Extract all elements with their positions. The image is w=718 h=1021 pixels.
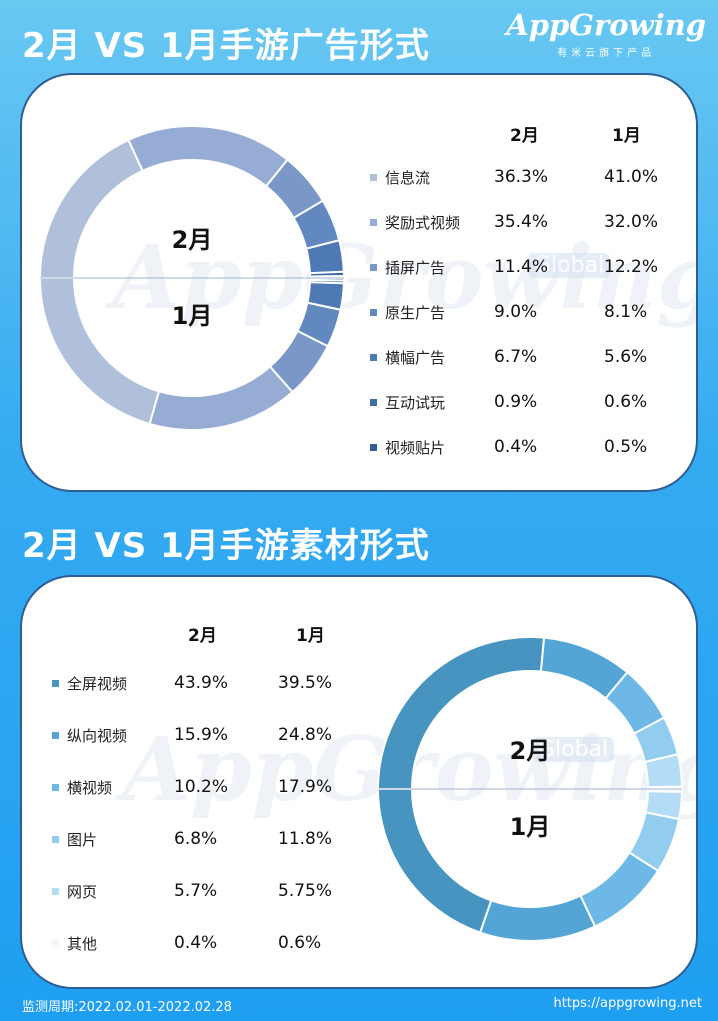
value-1月: 41.0% (604, 167, 659, 187)
table-row: 网页 (52, 877, 97, 905)
material-format-donut-chart: 2月 1月 (376, 636, 684, 942)
donut-slice-1月-2 (579, 851, 660, 928)
donut-slice-2月-1 (127, 125, 289, 188)
category-label: 视频贴片 (385, 438, 446, 457)
website-link[interactable]: https://appgrowing.net (553, 996, 702, 1011)
table-header-col-0: 2月 (510, 126, 539, 146)
table-header-col-1: 1月 (296, 626, 325, 646)
value-1月: 8.1% (604, 302, 648, 322)
table-row: 全屏视频 (52, 669, 127, 697)
category-label: 互动试玩 (385, 393, 446, 412)
donut-slice-1月-0 (38, 277, 161, 426)
category-label: 信息流 (385, 168, 431, 187)
donut-slice-2月-0 (376, 636, 546, 790)
value-1月: 0.6% (604, 392, 648, 412)
donut-slice-2月-0 (38, 138, 144, 279)
value-2月: 5.7% (174, 881, 218, 901)
monitoring-period: 监测周期:2022.02.01-2022.02.28 (22, 1000, 232, 1015)
value-2月: 43.9% (174, 673, 229, 693)
legend-swatch (52, 783, 59, 791)
table-row: 插屏广告 (370, 253, 445, 281)
category-label: 原生广告 (385, 303, 446, 322)
table-header-col-0: 2月 (188, 626, 217, 646)
table-row: 奖励式视频 (370, 208, 460, 236)
category-label: 纵向视频 (67, 726, 128, 745)
donut-slice-1月-3 (296, 301, 342, 348)
legend-swatch (52, 835, 59, 843)
value-2月: 6.8% (174, 829, 218, 849)
value-1月: 32.0% (604, 212, 659, 232)
donut-label-top: 2月 (510, 737, 551, 765)
value-1月: 12.2% (604, 257, 659, 277)
section-title-ad-format: 2月 VS 1月手游广告形式 (22, 26, 430, 66)
logo-tagline: 有米云旗下产品 (557, 48, 656, 59)
category-label: 横幅广告 (385, 348, 446, 367)
value-2月: 15.9% (174, 725, 229, 745)
value-1月: 17.9% (278, 777, 333, 797)
value-2月: 35.4% (494, 212, 549, 232)
appgrowing-logo: AppGrowing 有米云旗下产品 (506, 8, 706, 59)
category-label: 横视频 (67, 778, 113, 797)
donut-slice-1月-1 (478, 894, 597, 942)
donut-label-bottom: 1月 (172, 302, 213, 330)
value-1月: 5.75% (278, 881, 333, 901)
value-2月: 0.9% (494, 392, 538, 412)
donut-slice-1月-4 (306, 281, 345, 311)
table-row: 纵向视频 (52, 721, 127, 749)
value-2月: 0.4% (494, 437, 538, 457)
value-2月: 11.4% (494, 257, 549, 277)
table-header-col-1: 1月 (612, 126, 641, 146)
table-row: 横视频 (52, 773, 112, 801)
legend-swatch (52, 939, 59, 947)
category-label: 插屏广告 (385, 258, 446, 277)
logo-wordmark: AppGrowing (506, 8, 706, 42)
table-row: 信息流 (370, 163, 430, 191)
ad-format-panel: AppGrowing Global 2月 1月 2月 1月 信息流 36.3% 41.0%… (20, 73, 698, 492)
category-label: 其他 (67, 934, 98, 953)
table-row: 其他 (52, 929, 97, 957)
legend-swatch (370, 263, 377, 271)
donut-slice-1月-0 (376, 788, 493, 934)
value-2月: 6.7% (494, 347, 538, 367)
table-row: 视频贴片 (370, 433, 445, 461)
donut-label-top: 2月 (172, 226, 213, 254)
donut-slice-1月-2 (268, 329, 330, 394)
donut-slice-1月-1 (148, 365, 294, 431)
value-2月: 36.3% (494, 167, 549, 187)
ad-format-donut-chart: 2月 1月 (38, 125, 346, 431)
value-2月: 9.0% (494, 302, 538, 322)
legend-swatch (370, 443, 377, 451)
category-label: 图片 (67, 830, 98, 849)
value-1月: 24.8% (278, 725, 333, 745)
category-label: 网页 (67, 882, 98, 901)
legend-swatch (370, 173, 377, 181)
legend-swatch (370, 308, 377, 316)
table-row: 原生广告 (370, 298, 445, 326)
ad-format-table: 2月 1月信息流 36.3% 41.0% 奖励式视频 35.4% 32.0% 插屏广告 11.4… (370, 75, 690, 490)
donut-slice-1月-4 (644, 790, 683, 821)
legend-swatch (52, 887, 59, 895)
value-1月: 11.8% (278, 829, 333, 849)
value-1月: 39.5% (278, 673, 333, 693)
material-format-panel: AppGrowing Global 2月1月全屏视频43.9%39.5%纵向视频… (20, 575, 698, 989)
value-1月: 0.5% (604, 437, 648, 457)
donut-label-bottom: 1月 (510, 813, 551, 841)
value-2月: 0.4% (174, 933, 218, 953)
legend-swatch (370, 218, 377, 226)
value-1月: 0.6% (278, 933, 322, 953)
table-row: 横幅广告 (370, 343, 445, 371)
legend-swatch (52, 679, 59, 687)
value-1月: 5.6% (604, 347, 648, 367)
section-title-material-format: 2月 VS 1月手游素材形式 (22, 526, 430, 566)
legend-swatch (370, 353, 377, 361)
legend-swatch (370, 398, 377, 406)
value-2月: 10.2% (174, 777, 229, 797)
donut-slice-1月-3 (628, 811, 681, 873)
category-label: 奖励式视频 (385, 213, 461, 232)
category-label: 全屏视频 (67, 674, 128, 693)
table-row: 图片 (52, 825, 97, 853)
material-format-table: 2月 1月全屏视频 43.9% 39.5% 纵向视频 15.9% 24.8% 横视频 10.2%… (52, 577, 382, 987)
table-row: 互动试玩 (370, 388, 445, 416)
legend-swatch (52, 731, 59, 739)
